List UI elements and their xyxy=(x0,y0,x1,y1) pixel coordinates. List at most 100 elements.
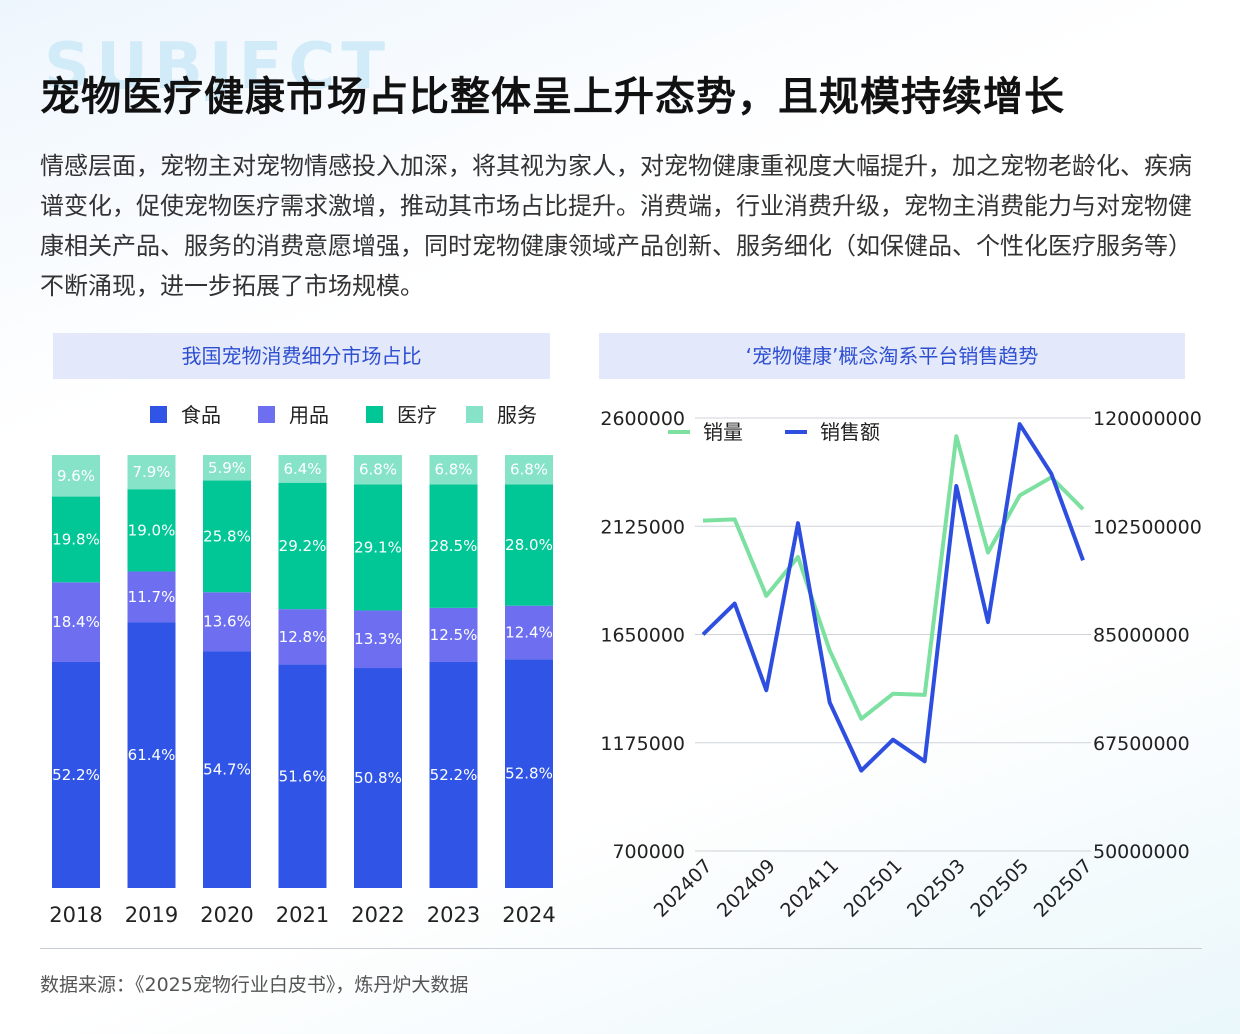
bar-value-label: 7.9% xyxy=(132,463,170,481)
bar-segment-2022-3 xyxy=(354,455,402,485)
x-tick-label: 2018 xyxy=(49,903,102,927)
bar-segment-2024-3 xyxy=(505,455,553,485)
footer-divider xyxy=(40,948,1202,949)
bar-value-label: 29.1% xyxy=(354,538,402,556)
legend-swatch-2 xyxy=(366,406,383,423)
legend-label-3: 服务 xyxy=(497,403,537,427)
legend-label-1: 用品 xyxy=(289,403,329,427)
bar-segment-2023-2 xyxy=(429,484,478,608)
series-line-销售额 xyxy=(701,422,1085,773)
x-tick-label: 202501 xyxy=(840,855,907,922)
bar-segment-2023-3 xyxy=(429,455,478,485)
stacked-bar-chart: 食品 用品 医疗 服务 52.2% 18.4% 19.8% 9.6% 2018 61.4% 11.7… xyxy=(49,403,555,927)
legend-swatch-0 xyxy=(150,406,167,423)
bar-value-label: 61.4% xyxy=(128,746,176,764)
bar-segment-2019-0 xyxy=(127,622,176,888)
bar-segment-2023-0 xyxy=(429,661,478,888)
series-line-销量 xyxy=(702,434,1085,721)
bar-chart-title: 我国宠物消费细分市场占比 xyxy=(53,333,550,379)
bar-segment-2021-2 xyxy=(278,482,327,610)
x-tick-label: 202505 xyxy=(966,855,1033,922)
x-tick-label: 2019 xyxy=(125,903,178,927)
bar-value-label: 19.8% xyxy=(52,530,100,548)
line-chart-title: ‘宠物健康’概念淘系平台销售趋势 xyxy=(599,333,1185,379)
x-tick-label: 2021 xyxy=(276,903,329,927)
bar-segment-2019-3 xyxy=(127,455,176,490)
x-tick-label: 2023 xyxy=(427,903,480,927)
bar-value-label: 6.8% xyxy=(510,461,548,479)
bar-segment-2018-2 xyxy=(52,496,100,583)
bar-value-label: 52.2% xyxy=(52,766,100,784)
x-tick-label: 202407 xyxy=(650,855,717,922)
bar-value-label: 18.4% xyxy=(52,613,100,631)
y-right-tick-label: 102500000 xyxy=(1093,516,1202,538)
bar-segment-2023-1 xyxy=(429,607,478,662)
legend-swatch-3 xyxy=(466,406,483,423)
y-left-tick-label: 1175000 xyxy=(600,733,685,755)
bar-value-label: 6.8% xyxy=(359,461,397,479)
y-right-tick-label: 67500000 xyxy=(1093,733,1190,755)
bar-segment-2022-1 xyxy=(354,610,402,669)
bar-segment-2020-1 xyxy=(203,592,251,652)
line-chart: 2600000 2125000 1650000 1175000 700000 120000… xyxy=(600,408,1202,922)
bar-value-label: 11.7% xyxy=(128,588,176,606)
bar-value-label: 12.4% xyxy=(505,624,553,642)
bar-value-label: 5.9% xyxy=(208,459,246,477)
x-tick-label: 202503 xyxy=(903,855,970,922)
y-left-tick-label: 2600000 xyxy=(600,408,685,430)
bar-segment-2021-3 xyxy=(278,455,327,483)
page-description: 情感层面，宠物主对宠物情感投入加深，将其视为家人，对宠物健康重视度大幅提升，加之… xyxy=(40,152,1192,300)
bar-segment-2018-0 xyxy=(52,661,100,888)
bar-value-label: 29.2% xyxy=(279,537,327,555)
legend-label-1: 销售额 xyxy=(820,420,880,444)
bar-value-label: 50.8% xyxy=(354,769,402,787)
bar-value-label: 28.5% xyxy=(430,537,478,555)
legend-swatch-1 xyxy=(258,406,275,423)
bar-segment-2018-3 xyxy=(52,455,100,497)
bar-value-label: 51.6% xyxy=(279,767,327,785)
data-source-note: 数据来源：《2025宠物行业白皮书》，炼丹炉大数据 xyxy=(40,974,469,996)
bar-value-label: 13.3% xyxy=(354,630,402,648)
bar-value-label: 19.0% xyxy=(128,521,176,539)
page-title: 宠物医疗健康市场占比整体呈上升态势，且规模持续增长 xyxy=(40,74,1065,120)
y-left-tick-label: 1650000 xyxy=(600,625,685,647)
bar-segment-2024-2 xyxy=(505,484,553,606)
bar-value-label: 52.8% xyxy=(505,765,553,783)
bar-segment-2018-1 xyxy=(52,582,100,662)
bar-segment-2019-2 xyxy=(127,489,176,572)
bar-value-label: 12.8% xyxy=(279,628,327,646)
x-tick-label: 2022 xyxy=(351,903,404,927)
bar-value-label: 9.6% xyxy=(57,467,95,485)
bar-segment-2021-0 xyxy=(278,664,327,888)
bar-value-label: 54.7% xyxy=(203,761,251,779)
bar-value-label: 28.0% xyxy=(505,536,553,554)
watermark-text: SUBJECT xyxy=(44,30,391,104)
y-left-tick-label: 2125000 xyxy=(600,516,685,538)
bar-segment-2020-0 xyxy=(203,651,251,888)
y-right-tick-label: 85000000 xyxy=(1093,625,1190,647)
y-right-tick-label: 120000000 xyxy=(1093,408,1202,430)
x-tick-label: 2024 xyxy=(502,903,555,927)
bar-value-label: 12.5% xyxy=(430,626,478,644)
bar-value-label: 6.4% xyxy=(283,460,321,478)
bar-segment-2020-3 xyxy=(203,455,251,481)
bar-value-label: 25.8% xyxy=(203,527,251,545)
x-tick-label: 202409 xyxy=(713,855,780,922)
x-tick-label: 202411 xyxy=(776,855,843,922)
bar-segment-2024-0 xyxy=(505,659,553,888)
x-tick-label: 2020 xyxy=(200,903,253,927)
bar-segment-2024-1 xyxy=(505,605,553,660)
y-right-tick-label: 50000000 xyxy=(1093,841,1190,863)
bar-segment-2021-1 xyxy=(278,609,327,665)
bar-segment-2020-2 xyxy=(203,480,251,593)
x-tick-label: 202507 xyxy=(1030,855,1097,922)
bar-value-label: 52.2% xyxy=(430,766,478,784)
y-left-tick-label: 700000 xyxy=(612,841,685,863)
bar-segment-2019-1 xyxy=(127,571,176,623)
bar-segment-2022-0 xyxy=(354,668,402,888)
legend-label-0: 食品 xyxy=(181,403,221,427)
bar-segment-2022-2 xyxy=(354,484,402,611)
bar-value-label: 13.6% xyxy=(203,613,251,631)
bar-value-label: 6.8% xyxy=(434,461,472,479)
legend-label-2: 医疗 xyxy=(397,403,437,427)
